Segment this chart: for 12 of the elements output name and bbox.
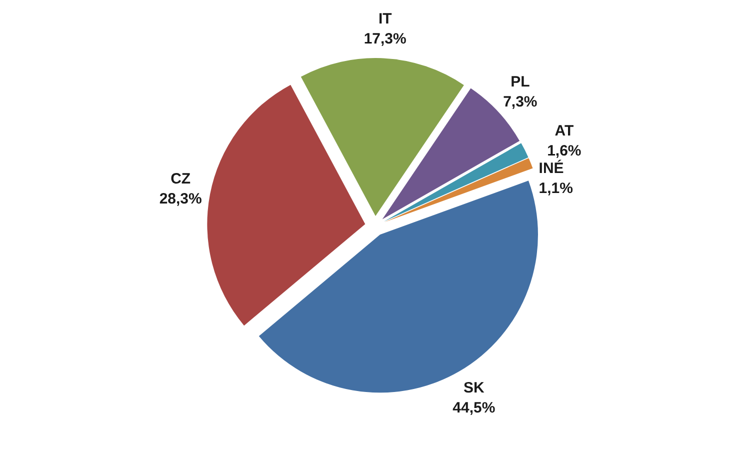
slice-label: SK bbox=[464, 380, 485, 397]
slice-label: PL bbox=[510, 73, 530, 90]
slice-label: INÉ bbox=[538, 159, 564, 178]
data-label: 1,1% bbox=[538, 180, 573, 198]
data-label: 28,3% bbox=[159, 190, 202, 208]
data-label: 44,5% bbox=[452, 400, 496, 417]
slice-label: AT bbox=[554, 122, 574, 140]
slice-label: IT bbox=[378, 10, 392, 28]
slice-label: CZ bbox=[170, 170, 191, 188]
data-label: 7,3% bbox=[503, 93, 538, 110]
data-label: 1,6% bbox=[547, 142, 582, 160]
data-label: 17,3% bbox=[364, 30, 406, 48]
